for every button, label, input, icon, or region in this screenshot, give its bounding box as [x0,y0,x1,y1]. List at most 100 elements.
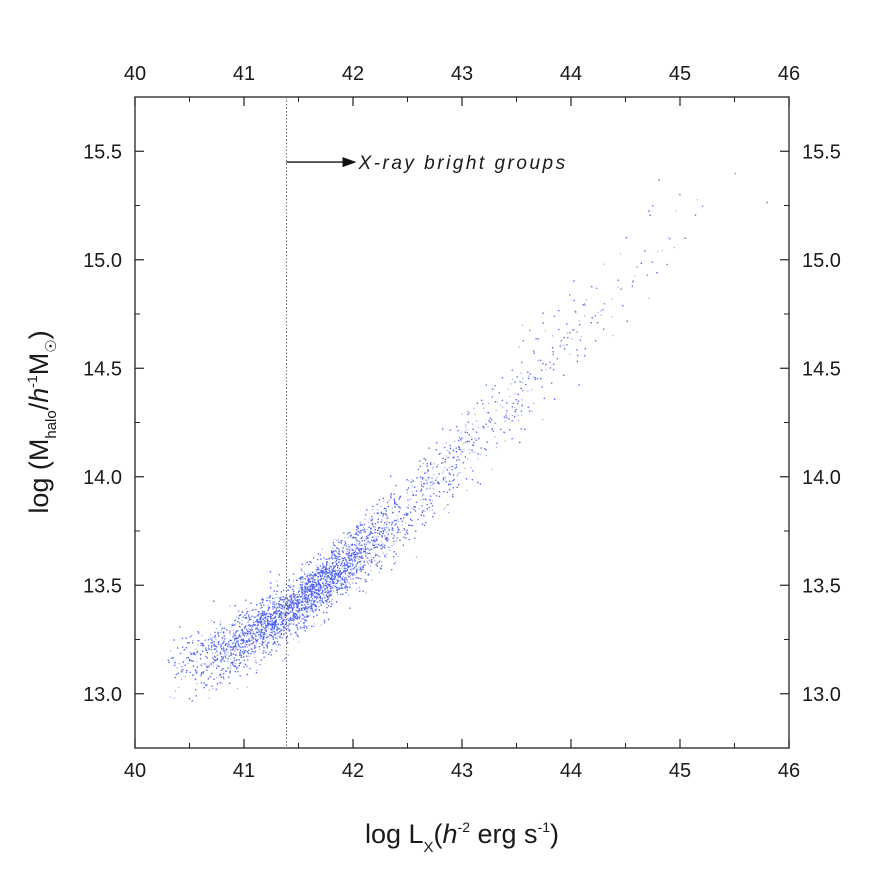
data-point [314,586,316,588]
data-point [214,660,216,662]
data-point [330,600,332,602]
data-point [294,632,296,634]
data-point [500,404,502,406]
data-point [377,509,379,511]
data-point [420,481,422,483]
data-point [387,527,389,529]
data-point [284,610,287,612]
data-point [280,618,282,621]
data-point [393,519,395,521]
data-point [334,570,336,572]
data-point [312,595,314,597]
data-point [348,551,350,553]
data-point [504,432,506,434]
data-point [351,572,353,574]
data-point [312,578,315,580]
data-point [357,558,359,560]
data-point [272,631,274,633]
data-point [346,560,348,562]
data-point [337,575,340,578]
data-point [234,623,237,625]
data-point [247,620,249,622]
data-point [675,210,677,212]
data-point [350,578,352,580]
data-point [326,603,328,605]
data-point [274,600,276,602]
data-point [363,530,365,532]
data-point [208,666,210,668]
data-point [300,618,302,620]
data-point [344,565,346,567]
data-point [207,647,209,649]
data-point [323,578,325,580]
data-point [229,648,231,651]
data-point [531,410,533,412]
data-point [422,493,424,495]
data-point [210,620,213,622]
data-point [290,623,292,625]
data-point [229,623,231,625]
data-point [250,627,252,629]
data-point [479,454,481,456]
data-point [272,630,274,632]
data-point [368,560,370,562]
data-point [330,579,332,581]
data-point [415,556,418,558]
data-point [349,583,351,585]
data-point [196,682,198,685]
data-point [253,622,255,624]
data-point [519,372,522,374]
data-point [347,565,349,567]
data-point [215,677,217,679]
data-point [394,561,397,563]
data-point [420,499,422,501]
data-point [439,452,441,454]
data-point [302,604,304,606]
data-point [514,393,516,395]
data-point [318,597,320,599]
data-point [393,543,395,545]
data-point [411,485,413,487]
data-point [229,633,231,635]
data-point [237,667,239,669]
data-point [347,537,349,539]
data-point [403,529,405,531]
data-point [262,645,264,647]
data-point [509,396,511,398]
data-point [253,653,255,655]
data-point [183,660,185,662]
data-point [325,576,328,578]
data-point [386,531,388,533]
data-point [327,602,329,604]
data-point [425,497,427,499]
data-point [236,646,238,648]
data-point [283,609,285,611]
data-point [298,641,300,643]
data-point [475,420,478,422]
data-point [392,521,394,523]
data-point [295,633,297,635]
data-point [354,574,356,576]
data-point [299,615,301,617]
data-point [351,554,354,556]
data-point [359,521,361,523]
data-point [323,568,325,571]
data-point [323,594,325,597]
data-point [233,632,235,634]
data-point [247,642,249,644]
data-point [507,388,509,390]
data-point [474,437,476,439]
data-point [319,569,321,571]
data-point [274,622,276,625]
data-point [301,595,303,597]
data-point [463,449,465,451]
data-point [433,463,435,465]
data-point [307,592,309,594]
data-point [358,558,360,560]
data-point [230,650,232,652]
data-point [349,550,351,552]
data-point [237,642,239,644]
data-point [256,639,259,641]
data-point [325,582,327,584]
